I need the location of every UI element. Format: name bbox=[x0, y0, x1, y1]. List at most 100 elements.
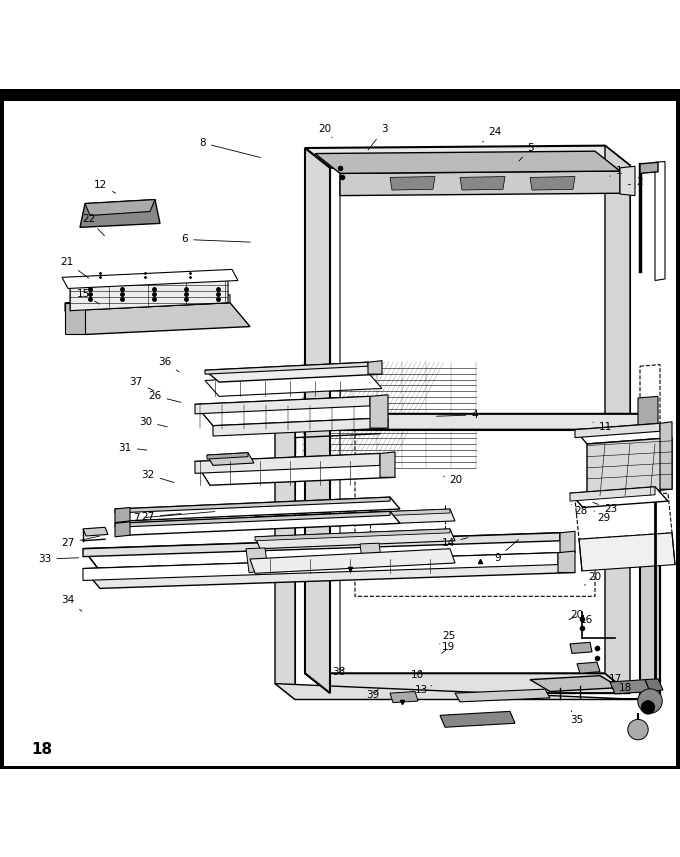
Polygon shape bbox=[62, 269, 238, 289]
Text: 23: 23 bbox=[593, 502, 617, 513]
Polygon shape bbox=[305, 146, 630, 168]
Text: 10: 10 bbox=[411, 669, 424, 680]
Text: 27: 27 bbox=[141, 512, 181, 522]
Text: 20: 20 bbox=[443, 475, 463, 485]
Polygon shape bbox=[455, 689, 550, 702]
Polygon shape bbox=[587, 438, 672, 495]
Text: 11: 11 bbox=[593, 423, 612, 432]
Polygon shape bbox=[570, 643, 592, 653]
Text: 31: 31 bbox=[118, 442, 147, 452]
Text: 13: 13 bbox=[415, 686, 432, 695]
Polygon shape bbox=[250, 548, 455, 573]
Text: 35: 35 bbox=[570, 710, 583, 724]
Polygon shape bbox=[660, 422, 672, 489]
Text: 4: 4 bbox=[437, 410, 478, 420]
Polygon shape bbox=[213, 418, 388, 436]
Text: 32: 32 bbox=[141, 470, 174, 482]
Text: 37: 37 bbox=[129, 377, 154, 391]
Circle shape bbox=[638, 689, 662, 713]
Polygon shape bbox=[115, 522, 130, 536]
Polygon shape bbox=[255, 509, 450, 521]
Circle shape bbox=[628, 719, 648, 740]
Polygon shape bbox=[246, 548, 268, 572]
Polygon shape bbox=[80, 200, 160, 227]
Text: 20: 20 bbox=[318, 124, 333, 138]
Text: 25: 25 bbox=[440, 631, 456, 644]
Polygon shape bbox=[65, 303, 85, 334]
Polygon shape bbox=[275, 414, 660, 429]
Polygon shape bbox=[605, 146, 630, 693]
Polygon shape bbox=[305, 674, 630, 693]
Bar bbox=[0, 88, 4, 769]
Polygon shape bbox=[195, 397, 370, 414]
Polygon shape bbox=[575, 493, 672, 539]
Polygon shape bbox=[207, 452, 254, 465]
Polygon shape bbox=[315, 151, 620, 173]
Text: 28: 28 bbox=[571, 505, 588, 517]
Text: 20: 20 bbox=[585, 572, 601, 585]
Polygon shape bbox=[640, 414, 660, 699]
Circle shape bbox=[641, 701, 655, 714]
Polygon shape bbox=[340, 171, 620, 195]
Polygon shape bbox=[460, 177, 505, 190]
Polygon shape bbox=[255, 529, 450, 541]
Polygon shape bbox=[83, 533, 575, 568]
Text: 33: 33 bbox=[38, 554, 79, 564]
Polygon shape bbox=[115, 497, 390, 513]
Polygon shape bbox=[440, 711, 515, 728]
Polygon shape bbox=[570, 487, 668, 507]
Polygon shape bbox=[530, 675, 620, 692]
Text: 17: 17 bbox=[601, 674, 622, 684]
Polygon shape bbox=[380, 452, 395, 477]
Text: 2: 2 bbox=[628, 177, 643, 188]
Polygon shape bbox=[330, 165, 630, 693]
Polygon shape bbox=[115, 507, 130, 523]
Polygon shape bbox=[255, 509, 455, 529]
Text: 6: 6 bbox=[182, 235, 250, 244]
Polygon shape bbox=[195, 453, 380, 473]
Polygon shape bbox=[390, 692, 418, 703]
Polygon shape bbox=[70, 278, 228, 311]
Polygon shape bbox=[655, 161, 665, 280]
Polygon shape bbox=[575, 423, 672, 444]
Polygon shape bbox=[368, 361, 382, 375]
Bar bbox=[676, 88, 680, 769]
Polygon shape bbox=[570, 487, 655, 501]
Polygon shape bbox=[255, 529, 455, 548]
Text: 30: 30 bbox=[139, 417, 167, 427]
Polygon shape bbox=[370, 395, 388, 428]
Text: 22: 22 bbox=[82, 214, 105, 236]
Text: 3: 3 bbox=[368, 124, 388, 150]
Polygon shape bbox=[275, 414, 295, 699]
Polygon shape bbox=[85, 200, 155, 215]
Polygon shape bbox=[530, 177, 575, 190]
Text: 21: 21 bbox=[60, 257, 88, 278]
Polygon shape bbox=[295, 429, 660, 699]
Text: 39: 39 bbox=[366, 689, 379, 700]
Polygon shape bbox=[620, 166, 635, 195]
Text: 15: 15 bbox=[76, 289, 99, 304]
Text: 14: 14 bbox=[442, 537, 468, 548]
Polygon shape bbox=[195, 453, 395, 485]
Text: 1: 1 bbox=[610, 166, 622, 177]
Polygon shape bbox=[638, 397, 658, 431]
Polygon shape bbox=[205, 363, 368, 375]
Polygon shape bbox=[65, 303, 250, 334]
Text: 12: 12 bbox=[94, 180, 116, 193]
Polygon shape bbox=[645, 679, 663, 692]
Polygon shape bbox=[390, 177, 435, 190]
Text: 36: 36 bbox=[158, 357, 179, 372]
Polygon shape bbox=[577, 662, 600, 674]
Polygon shape bbox=[360, 543, 382, 567]
Text: 16: 16 bbox=[576, 615, 593, 626]
Polygon shape bbox=[115, 512, 390, 527]
Text: 9: 9 bbox=[494, 540, 518, 563]
Text: 34: 34 bbox=[61, 595, 82, 611]
Text: 18: 18 bbox=[31, 742, 53, 757]
Polygon shape bbox=[610, 680, 650, 694]
Polygon shape bbox=[640, 162, 658, 173]
Polygon shape bbox=[83, 533, 560, 557]
Text: 38: 38 bbox=[332, 667, 345, 677]
Polygon shape bbox=[83, 553, 558, 580]
Polygon shape bbox=[579, 533, 675, 571]
